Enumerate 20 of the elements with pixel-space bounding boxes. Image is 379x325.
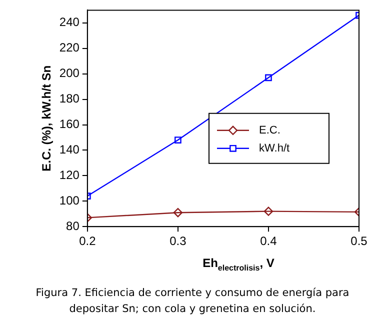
y-tick-label: 240 (59, 15, 80, 30)
y-tick-label: 220 (59, 40, 80, 55)
y-tick-label: 180 (59, 92, 80, 106)
text: Figura 7. Eficiencia de corriente y consumo de energía para depositar Sn; con cola y grenetina en solución. (34, 286, 350, 317)
y-axis-title: E.C. (%), kW.h/t Sn (40, 65, 54, 172)
y-tick-label: 140 (59, 142, 80, 157)
x-tick-label: 0.5 (350, 234, 368, 248)
y-tick-label: 120 (59, 168, 80, 182)
x-tick-label: 0.3 (170, 234, 187, 248)
y-tick-label: 80 (66, 218, 80, 233)
y-tick-label: 160 (59, 117, 80, 132)
point (265, 74, 272, 82)
point (174, 136, 182, 144)
y-tick-label: 200 (59, 66, 80, 80)
x-axis-title: Eh$_{electrolisis}$, V (202, 256, 276, 272)
x-tick-label: 0.2 (79, 234, 96, 248)
legend-label: kW.h/t (259, 142, 290, 154)
y-tick-label: 100 (59, 193, 80, 208)
legend-label: E.C. (259, 124, 280, 136)
x-tick-label: 0.4 (260, 234, 278, 248)
